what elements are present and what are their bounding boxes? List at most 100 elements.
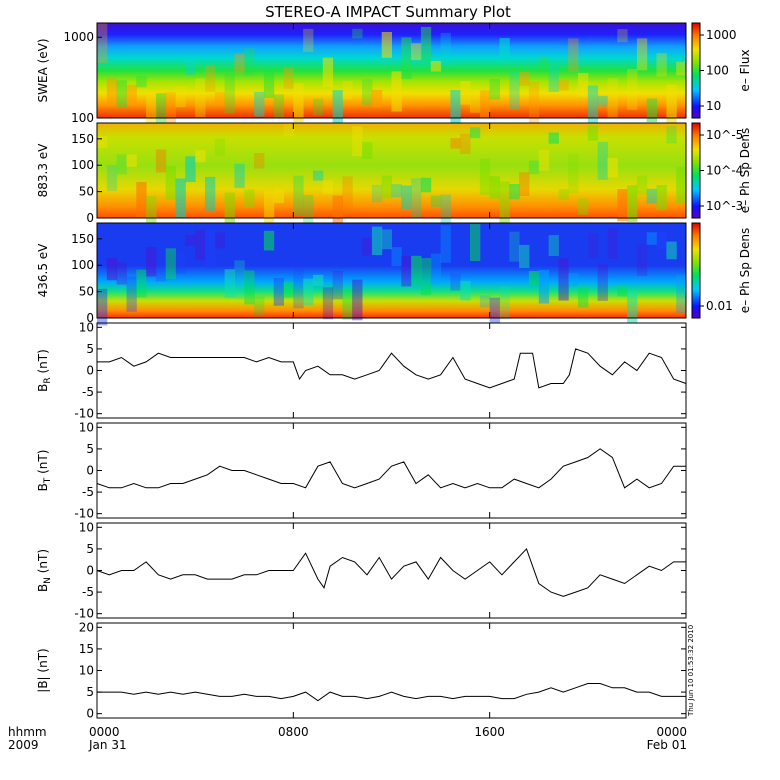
- swea-texture-strip: [607, 78, 618, 118]
- pad436-colorbar-scale: [691, 222, 701, 319]
- swea-texture-strip: [155, 93, 167, 126]
- swea-texture-strip: [371, 90, 383, 108]
- pad883-colorbar-tick-label: 10^-5: [706, 128, 743, 142]
- pad883-colorbar: 10^-3 10^-4 10^-5e– Ph Sp Dens: [691, 122, 752, 219]
- swea-texture-strip: [460, 81, 471, 105]
- pad883-colorbar-tick-label: 10^-3: [706, 199, 743, 213]
- br-ytick-label: 10: [79, 320, 94, 334]
- swea-ytick-label: 100: [71, 111, 94, 125]
- xaxis-corner-top-label: hhmm: [8, 725, 47, 739]
- pad436-texture-strip: [636, 243, 648, 276]
- pad883-texture-strip: [254, 153, 265, 169]
- swea-texture-strip: [401, 37, 412, 79]
- br-ytick-label: -10: [74, 407, 94, 421]
- pad883-texture-strip: [371, 184, 383, 203]
- pad436-texture-strip: [666, 241, 677, 260]
- pad883-texture-strip: [126, 154, 137, 167]
- pad883-texture-strip: [411, 178, 422, 218]
- pad436-texture-strip: [106, 257, 118, 281]
- bt-frame: [96, 422, 687, 519]
- bmag-series-line: [97, 683, 686, 702]
- pad436-texture-strip: [401, 255, 412, 287]
- bn-ytick-label: -10: [74, 607, 94, 621]
- pad883-texture-strip: [116, 154, 127, 175]
- swea-texture-strip: [430, 60, 442, 72]
- swea-texture-strip: [254, 91, 265, 117]
- swea-colorbar-tick-label: 100: [706, 64, 729, 78]
- pad883-texture-strip: [420, 177, 432, 193]
- bmag-ytick-label: 5: [86, 685, 94, 699]
- panel-bt: -10 -5 0 5 10 BT (nT): [36, 420, 687, 521]
- pad883-texture-strip: [165, 166, 176, 200]
- swea-ylabel: SWEA (eV): [36, 38, 50, 102]
- pad436-texture-strip: [342, 288, 353, 320]
- pad883-texture-strip: [479, 158, 491, 195]
- pad883-ytick-label: 150: [71, 132, 94, 146]
- xtick-label: 0800: [278, 725, 309, 739]
- pad436-texture-strip: [293, 267, 304, 309]
- pad436-texture-strip: [509, 231, 520, 262]
- pad436-frame: [96, 222, 687, 319]
- swea-texture-strip: [146, 93, 157, 130]
- swea-texture-strip: [558, 80, 569, 91]
- pad883-texture-strip: [627, 185, 638, 222]
- swea-texture-strip: [528, 81, 540, 123]
- pad436-texture-strip: [273, 278, 284, 306]
- pad883-texture-strip: [214, 138, 226, 157]
- swea-texture-strip: [597, 95, 608, 107]
- swea-texture-strip: [499, 38, 510, 58]
- swea-texture-strip: [568, 38, 579, 72]
- swea-texture-strip: [538, 56, 550, 72]
- br-ylabel: BR (nT): [36, 349, 53, 392]
- swea-texture-strip: [136, 76, 147, 88]
- bmag-ylabel: |B| (nT): [36, 648, 50, 692]
- swea-colorbar-scale: [691, 22, 701, 119]
- bt-series-line: [96, 448, 686, 489]
- bn-ytick-label: 0: [86, 564, 94, 578]
- pad883-texture-strip: [195, 150, 206, 163]
- pad883-texture-strip: [489, 176, 500, 199]
- pad883-texture-strip: [666, 126, 677, 144]
- pad883-texture-strip: [568, 153, 579, 194]
- swea-texture-strip: [391, 71, 402, 112]
- bmag-ytick-label: 10: [79, 664, 94, 678]
- pad436-texture-strip: [479, 295, 491, 308]
- pad436-texture-strip: [195, 229, 206, 261]
- pad883-texture-strip: [450, 138, 461, 149]
- br-ytick-label: 0: [86, 364, 94, 378]
- swea-colorbar-tick-label: 1000: [706, 28, 737, 42]
- br-ytick-label: 5: [86, 342, 94, 356]
- swea-texture-strip: [322, 57, 334, 87]
- pad436-texture-strip: [146, 247, 157, 277]
- pad883-texture-strip: [205, 176, 216, 211]
- figure-title: STEREO-A IMPACT Summary Plot: [265, 3, 511, 21]
- pad883-texture-strip: [146, 196, 157, 233]
- pad436-texture-strip: [175, 252, 186, 274]
- br-ytick-label: -5: [82, 385, 94, 399]
- pad436-texture-strip: [489, 297, 500, 323]
- pad436-texture-strip: [499, 286, 510, 320]
- swea-texture-strip: [185, 55, 196, 75]
- panel-pad883: 10^-3 10^-4 10^-5e– Ph Sp Dens 0 50 100 150 883…: [36, 122, 752, 233]
- pad436-colorbar: 0.01 e– Ph Sp Dens: [691, 222, 752, 319]
- xtick-label: 0000: [89, 725, 120, 739]
- pad883-texture-strip: [234, 163, 245, 188]
- pad883-ytick-label: 100: [71, 158, 94, 172]
- pad436-texture-strip: [440, 225, 451, 263]
- swea-texture-strip: [205, 65, 216, 92]
- swea-texture-strip: [303, 28, 314, 52]
- pad436-texture-strip: [587, 232, 599, 259]
- pad883-texture-strip: [362, 142, 373, 159]
- pad436-texture-strip: [332, 270, 343, 300]
- swea-texture-strip: [362, 79, 373, 106]
- pad436-texture-strip: [420, 258, 432, 296]
- bt-ytick-label: 10: [79, 420, 94, 434]
- pad436-texture-strip: [391, 247, 402, 267]
- xtick-label: 1600: [474, 725, 505, 739]
- pad883-colorbar-scale: [691, 122, 701, 219]
- pad436-texture-strip: [224, 269, 235, 298]
- swea-frame: [96, 22, 687, 119]
- pad883-texture-strip: [558, 189, 569, 201]
- xaxis-corner-bottom-label: 2009: [8, 738, 39, 752]
